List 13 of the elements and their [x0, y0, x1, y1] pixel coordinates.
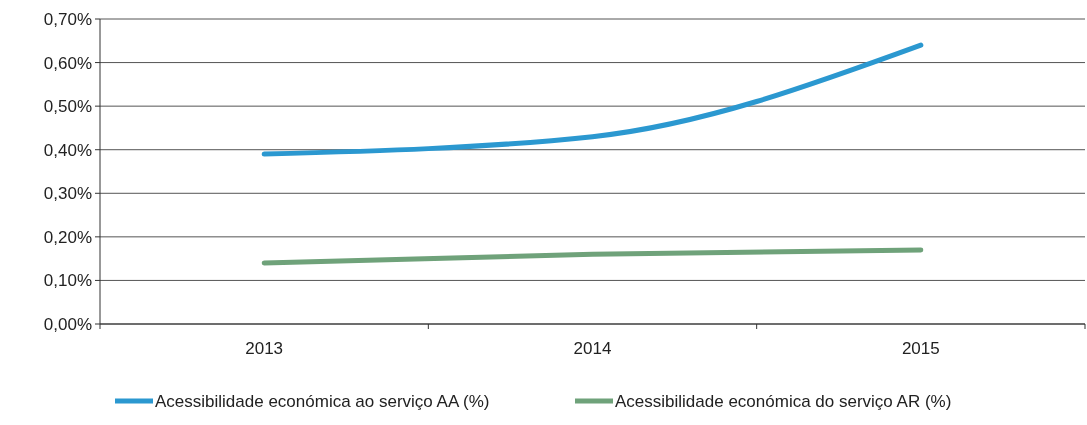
legend-label: Acessibilidade económica ao serviço AA (%) [155, 391, 490, 411]
x-tick-label: 2014 [573, 339, 612, 358]
y-tick-label: 0,70% [43, 9, 92, 29]
y-tick-label: 0,00% [43, 314, 92, 334]
y-tick-label: 0,60% [43, 53, 92, 73]
y-tick-label: 0,20% [43, 227, 92, 247]
y-tick-label: 0,50% [43, 97, 92, 117]
x-tick-label: 2015 [901, 339, 940, 358]
y-tick-label: 0,10% [43, 271, 92, 291]
x-tick-label: 2013 [245, 339, 284, 358]
y-tick-label: 0,30% [43, 184, 92, 204]
legend-label: Acessibilidade económica do serviço AR (%) [615, 391, 952, 411]
y-tick-label: 0,40% [43, 140, 92, 160]
